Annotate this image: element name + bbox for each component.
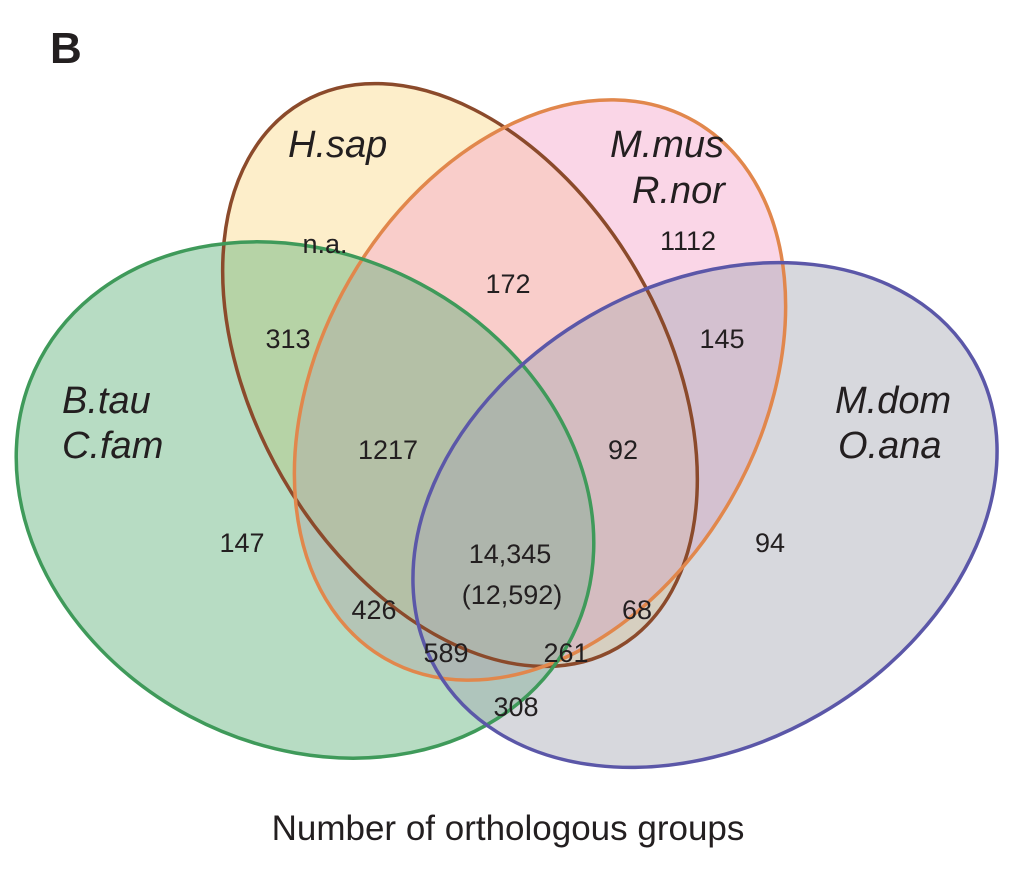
region-count: 261 [543, 638, 588, 668]
set-label-cfam: C.fam [62, 425, 163, 467]
region-count: 92 [608, 435, 638, 465]
region-count: 1217 [358, 435, 418, 465]
ellipse-hsap-fill [222, 83, 698, 667]
region-count: 426 [351, 595, 396, 625]
set-label-mdom: M.dom [835, 380, 951, 422]
region-count: 68 [622, 595, 652, 625]
region-count: 94 [755, 528, 785, 558]
region-count: 308 [493, 692, 538, 722]
ellipse-btau-fill [16, 241, 594, 759]
region-count: 172 [485, 269, 530, 299]
region-count: 589 [423, 638, 468, 668]
set-label-hsap: H.sap [288, 124, 387, 166]
panel-label: B [50, 24, 82, 73]
region-count: (12,592) [462, 580, 563, 610]
region-count: n.a. [302, 229, 347, 259]
ellipse-btau-outline [14, 240, 596, 760]
region-count: 147 [219, 528, 264, 558]
set-label-mmus: M.mus [610, 124, 724, 166]
region-count: 313 [265, 324, 310, 354]
ellipse-mdom-fill [412, 262, 998, 768]
ellipse-hsap-outline [220, 81, 700, 669]
set-labels: H.sap M.mus R.nor B.tau C.fam M.dom O.an… [62, 124, 951, 467]
ellipse-mmus-outline [292, 98, 788, 682]
region-count: 145 [699, 324, 744, 354]
region-counts: n.a. 1112 147 94 172 313 145 1217 92 14,… [219, 226, 785, 722]
region-count: 1112 [660, 226, 716, 256]
set-label-rnor: R.nor [632, 170, 726, 212]
ellipse-mdom-outline [411, 260, 999, 770]
set-label-oana: O.ana [838, 425, 942, 467]
region-count: 14,345 [469, 539, 552, 569]
diagram-caption: Number of orthologous groups [272, 809, 745, 848]
set-label-btau: B.tau [62, 380, 151, 422]
